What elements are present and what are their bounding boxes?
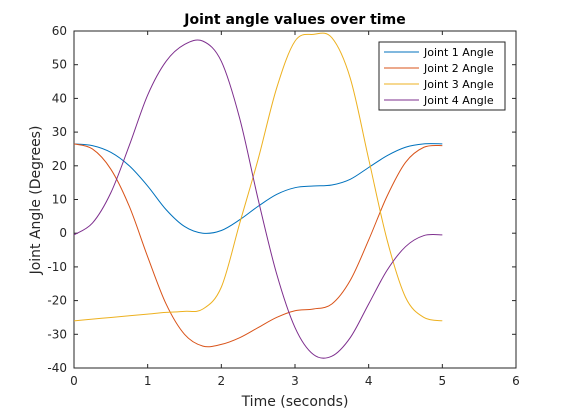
legend: Joint 1 Angle Joint 2 Angle Joint 3 Angle J…: [378, 41, 506, 111]
x-tick-label: 3: [291, 374, 299, 388]
y-tick-label: -40: [47, 361, 67, 375]
legend-entry-label: Joint 3 Angle: [423, 78, 494, 91]
legend-entry-label: Joint 4 Angle: [423, 94, 494, 107]
series-line-joint-4: [73, 39, 443, 359]
chart-title: Joint angle values over time: [183, 12, 405, 28]
legend-box: [378, 41, 506, 111]
y-tick-label: -20: [47, 294, 67, 308]
y-tick-label: 30: [52, 125, 67, 139]
x-tick-label: 5: [439, 374, 447, 388]
y-tick-label: 60: [52, 24, 67, 38]
y-tick-label: 50: [52, 58, 67, 72]
x-tick-label: 4: [365, 374, 373, 388]
y-axis-label: Joint Angle (Degrees): [28, 126, 44, 276]
x-tick-label: 0: [70, 374, 78, 388]
y-tick-label: 40: [52, 91, 67, 105]
x-tick-label: 1: [144, 374, 152, 388]
x-axis-label: Time (seconds): [241, 394, 349, 410]
legend-entry-label: Joint 1 Angle: [423, 46, 494, 59]
y-tick-label: 10: [52, 193, 67, 207]
series-line-joint-2: [73, 143, 443, 348]
series-line-joint-3: [73, 32, 443, 322]
y-tick-label: -10: [47, 260, 67, 274]
x-tick-label: 6: [512, 374, 520, 388]
axis-ticks: 0 1 2 3 4 5 6 -40 -30 -20 -10 0 10 20 30 40 50 60: [47, 24, 519, 388]
y-tick-label: 20: [52, 159, 67, 173]
series-line-joint-1: [73, 143, 443, 234]
x-tick-label: 2: [218, 374, 226, 388]
y-tick-label: 0: [59, 226, 67, 240]
y-tick-label: -30: [47, 327, 67, 341]
series-group: [73, 32, 443, 359]
legend-entry-label: Joint 2 Angle: [423, 62, 494, 75]
